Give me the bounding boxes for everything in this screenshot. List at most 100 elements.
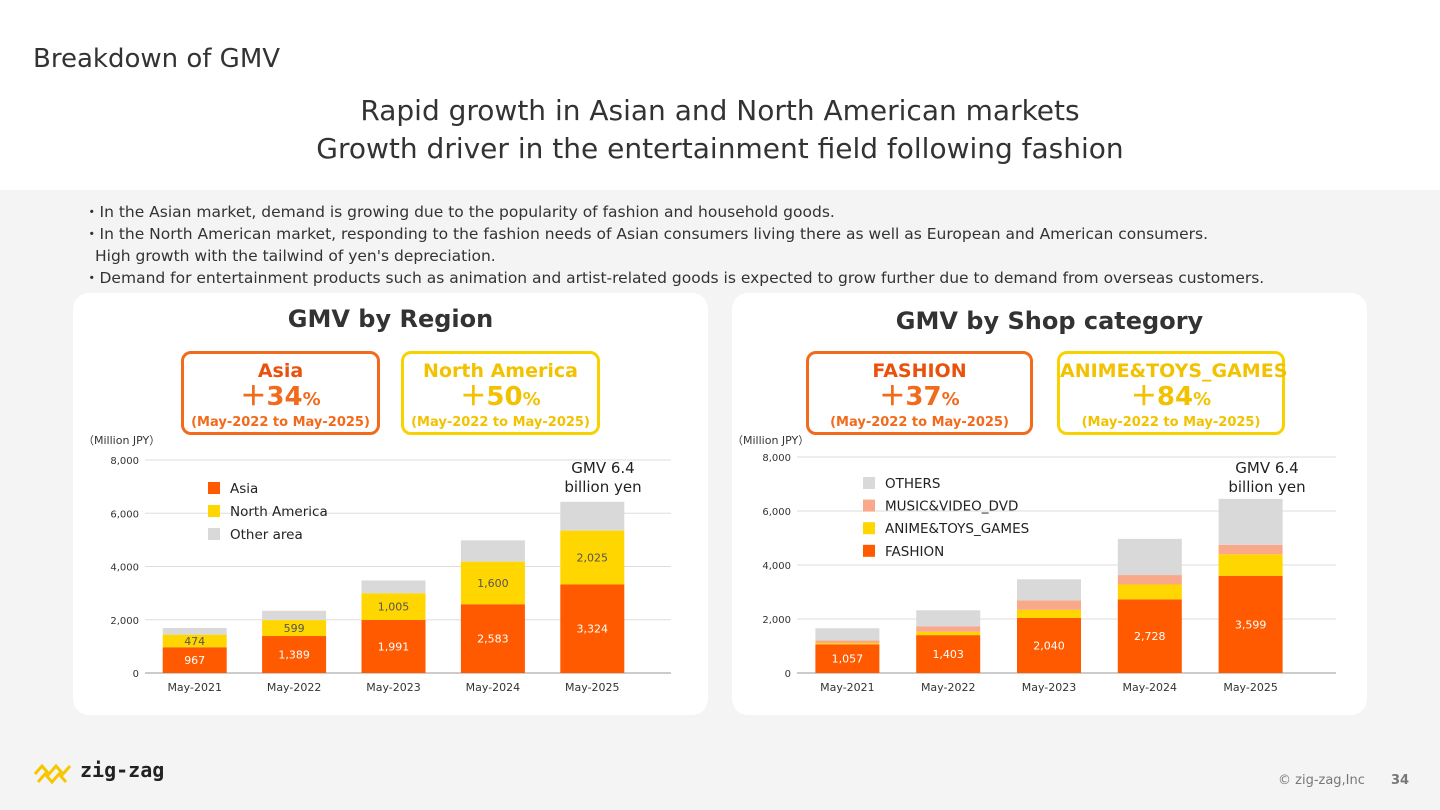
kpi-period: (May-2022 to May-2025) (830, 415, 1009, 430)
legend-swatch (863, 477, 875, 489)
data-label: 1,991 (378, 640, 410, 653)
bar-segment (162, 634, 227, 648)
headline-line-2: Growth driver in the entertainment field… (316, 132, 1124, 165)
copyright: © zig-zag,Inc (1278, 773, 1365, 788)
zig-zag-logo-icon (33, 763, 72, 785)
data-label: 474 (184, 635, 205, 648)
legend-swatch (863, 544, 875, 557)
kpi-value-pct: % (302, 389, 321, 410)
data-label: 1,057 (832, 653, 864, 666)
bar-segment (460, 604, 525, 673)
y-tick-label: 2,000 (762, 615, 791, 626)
y-tick-label: 6,000 (762, 507, 791, 518)
bar-segment (361, 580, 426, 594)
bar-segment (815, 644, 880, 673)
bar-segment (560, 501, 625, 531)
bar-segment (262, 620, 327, 637)
bar-segment (560, 530, 625, 585)
x-tick-label: May-2022 (921, 681, 976, 694)
kpi-value-pct: % (1193, 389, 1212, 410)
bar-segment (1017, 600, 1081, 610)
bullet-item: ・In the Asian market, demand is growing … (84, 203, 835, 221)
legend-label: Other area (230, 527, 303, 543)
kpi-anime-toys-games: ANIME&TOYS_GAMES ＋84% (May-2022 to May-2… (1057, 351, 1288, 435)
bar-segment (460, 561, 525, 605)
gmv-annotation: billion yen (1228, 478, 1305, 496)
legend-swatch (863, 499, 875, 512)
kpi-value: ＋84% (1060, 382, 1282, 415)
kpi-value-number: ＋34 (240, 382, 303, 412)
bar-segment (1117, 538, 1182, 576)
data-label: 3,599 (1235, 618, 1267, 631)
bar-segment (460, 540, 525, 562)
legend-label: North America (230, 504, 328, 520)
bar-segment (361, 619, 426, 673)
x-tick-label: May-2021 (167, 681, 222, 694)
legend-swatch (208, 528, 220, 540)
kpi-name: Asia (257, 360, 304, 382)
bar-segment (361, 593, 426, 620)
region-card-title: GMV by Region (287, 305, 494, 333)
bar-segment (815, 628, 880, 641)
x-tick-label: May-2025 (1223, 681, 1278, 694)
data-label: 2,040 (1033, 639, 1065, 652)
y-tick-label: 0 (133, 669, 139, 680)
y-tick-label: 2,000 (110, 616, 139, 627)
data-label: 2,583 (477, 633, 509, 646)
gmv-annotation: billion yen (564, 478, 641, 496)
kpi-fashion: FASHION ＋37% (May-2022 to May-2025) (806, 351, 1033, 435)
bullet-item-continuation: High growth with the tailwind of yen's d… (95, 247, 496, 265)
kpi-value-number: ＋84 (1130, 382, 1194, 412)
kpi-name: ANIME&TOYS_GAMES (1060, 360, 1288, 382)
bar-segment (1017, 579, 1081, 601)
gmv-annotation: GMV 6.4 (1235, 459, 1298, 477)
bullet-list: ・In the Asian market, demand is growing … (84, 201, 1264, 289)
y-tick-label: 4,000 (110, 563, 139, 574)
bar-segment (1117, 584, 1182, 600)
gmv-annotation: GMV 6.4 (571, 459, 634, 477)
data-label: 1,403 (932, 648, 964, 661)
y-tick-label: 6,000 (110, 509, 139, 520)
y-tick-label: 4,000 (762, 561, 791, 572)
data-label: 1,005 (378, 601, 410, 614)
kpi-value-number: ＋37 (879, 382, 942, 412)
kpi-north-america: North America ＋50% (May-2022 to May-2025… (401, 351, 600, 435)
bar-segment (1218, 554, 1283, 576)
bar-segment (916, 626, 981, 632)
data-label: 2,728 (1134, 630, 1166, 643)
legend-label: OTHERS (885, 476, 941, 492)
x-tick-label: May-2021 (820, 681, 875, 694)
bar-segment (162, 627, 227, 635)
data-label: 1,389 (278, 649, 310, 662)
data-label: 599 (284, 622, 305, 635)
category-card: GMV by Shop category FASHION ＋37% (May-2… (732, 293, 1367, 715)
kpi-value: ＋50% (404, 382, 597, 415)
bar-segment (1017, 609, 1081, 618)
legend-label: FASHION (885, 544, 944, 560)
bar-segment (815, 643, 880, 645)
bullet-item: ・Demand for entertainment products such … (84, 269, 1265, 287)
y-tick-label: 8,000 (762, 453, 791, 464)
data-label: 2,025 (577, 552, 609, 565)
bar-segment (262, 636, 327, 673)
section-title: Breakdown of GMV (33, 44, 281, 74)
region-chart: 0 2,000 4,000 6,000 8,000 967 474 May-2021 1,389… (110, 456, 671, 694)
x-tick-label: May-2022 (267, 681, 322, 694)
bar-segment (916, 631, 981, 636)
bar-segment (916, 610, 981, 627)
bar-segment (1117, 575, 1182, 585)
bar-segment (1218, 544, 1283, 555)
legend-swatch (208, 505, 220, 517)
x-tick-label: May-2023 (366, 681, 421, 694)
kpi-value-pct: % (941, 389, 960, 410)
data-label: 967 (184, 654, 205, 667)
x-tick-label: May-2024 (466, 681, 521, 694)
legend-swatch (863, 522, 875, 535)
data-label: 3,324 (577, 623, 609, 636)
bar-segment (1017, 617, 1081, 673)
kpi-name: North America (423, 360, 578, 382)
kpi-name: FASHION (872, 360, 967, 382)
logo-text: zig-zag (80, 758, 165, 782)
y-tick-label: 0 (785, 669, 791, 680)
